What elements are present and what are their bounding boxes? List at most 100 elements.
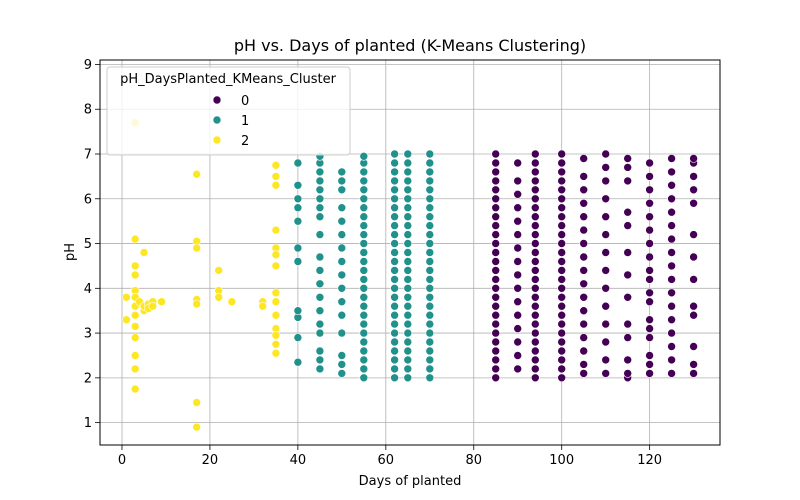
x-axis-label: Days of planted [359,474,462,489]
x-tick-label: 40 [290,453,307,468]
data-point [337,203,347,212]
data-point [390,373,399,383]
data-point [337,270,347,280]
data-point [645,185,654,195]
data-point [491,310,501,320]
data-point [689,360,698,369]
data-point [689,199,698,208]
data-point [645,252,654,262]
data-point [403,310,413,320]
data-point [315,319,325,329]
data-point [390,301,399,311]
data-point [601,230,611,239]
data-point [403,194,413,204]
data-point [601,337,611,347]
legend-label: 1 [241,114,249,129]
data-point [645,315,654,325]
data-point [337,328,347,338]
data-point [623,221,633,230]
data-point [557,337,567,347]
data-point [403,346,413,356]
data-point [130,333,140,342]
data-point [337,185,347,195]
data-point [293,306,303,316]
data-point [579,346,589,356]
data-point [425,266,435,275]
data-point [491,194,501,204]
data-point [315,328,325,338]
data-point [359,292,369,302]
data-point [623,292,633,302]
data-point [491,319,501,329]
data-point [425,337,435,347]
data-point [579,199,589,208]
data-point [513,324,523,333]
data-point [667,261,676,271]
data-point [258,301,268,311]
data-point [689,275,698,284]
data-point [192,169,201,179]
data-point [491,373,501,383]
data-point [359,203,369,212]
data-point [491,346,501,356]
data-point [214,266,223,275]
data-point [645,324,654,333]
data-point [403,185,413,195]
data-point [359,257,369,266]
data-point [337,216,347,226]
data-point [530,283,540,293]
data-point [601,212,611,221]
data-point [403,212,413,221]
data-point [579,266,589,275]
data-point [425,301,435,311]
data-point [513,176,523,186]
data-point [530,194,540,204]
data-point [130,234,140,244]
data-point [689,301,698,311]
data-point [579,172,589,181]
data-point [403,239,413,248]
data-point [425,248,435,257]
data-point [271,172,281,181]
x-tick-label: 100 [549,453,574,468]
data-point [623,163,633,172]
data-point [667,275,676,284]
data-point [530,310,540,320]
data-point [359,337,369,347]
data-point [530,319,540,329]
data-point [491,364,501,374]
data-point [390,364,399,374]
data-point [425,292,435,302]
data-point [403,283,413,293]
data-point [403,230,413,239]
data-point [192,299,201,309]
data-point [667,221,676,230]
data-point [425,167,435,177]
data-point [130,351,140,360]
data-point [403,364,413,374]
legend-label: 0 [241,94,249,109]
data-point [403,292,413,302]
data-point [557,301,567,311]
legend-label: 2 [241,134,249,149]
data-point [645,360,654,369]
data-point [601,248,611,257]
data-point [491,355,501,365]
data-point [530,230,540,239]
data-point [359,248,369,257]
data-point [293,203,303,212]
data-point [293,158,303,168]
series-cluster-0 [491,149,698,383]
data-points [122,118,698,432]
data-point [425,221,435,230]
data-point [623,369,633,378]
data-point [579,185,589,195]
x-tick-label: 0 [118,453,126,468]
data-point [530,301,540,311]
data-point [390,310,399,320]
data-point [579,239,589,248]
data-point [689,252,698,262]
data-point [192,422,201,432]
data-point [667,234,676,244]
